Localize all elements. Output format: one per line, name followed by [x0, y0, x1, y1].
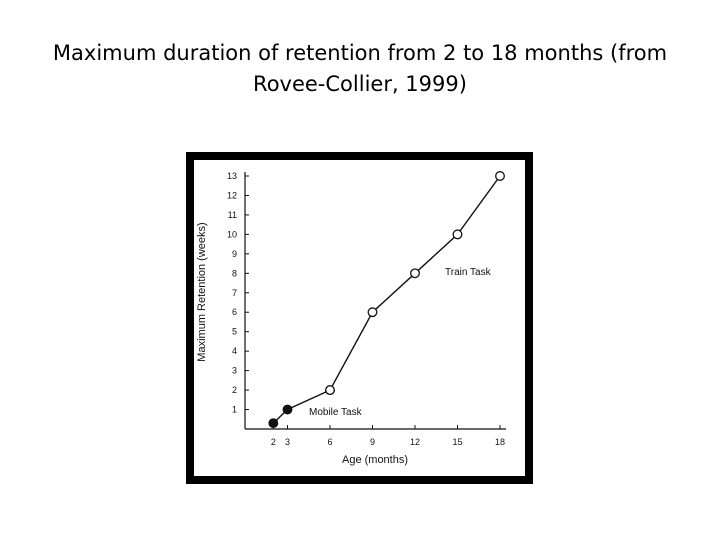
y-tick-label-10: 10 [227, 229, 237, 239]
y-tick-label-12: 12 [227, 190, 237, 200]
train-task-point-12 [410, 268, 420, 279]
x-tick-label-15: 15 [452, 437, 462, 447]
y-tick-label-1: 1 [232, 405, 237, 415]
x-tick-label-12: 12 [410, 437, 420, 447]
mobile-task-label: Mobile Task [309, 407, 363, 418]
y-tick-label-2: 2 [232, 385, 237, 395]
x-tick-label-6: 6 [327, 437, 332, 447]
y-tick-label-9: 9 [232, 249, 237, 259]
y-tick-label-13: 13 [227, 171, 237, 181]
x-tick-label-9: 9 [370, 437, 375, 447]
y-tick-label-5: 5 [232, 327, 237, 337]
y-tick-label-4: 4 [232, 346, 237, 356]
x-tick-label-18: 18 [495, 437, 505, 447]
plot-background [194, 160, 525, 476]
train-task-point-6 [325, 385, 335, 396]
train-task-point-18 [495, 171, 505, 181]
y-axis-title: Maximum Retention (weeks) [196, 222, 208, 361]
y-tick-label-11: 11 [228, 210, 237, 220]
slide-title: Maximum duration of retention from 2 to … [40, 38, 680, 100]
y-tick-label-6: 6 [232, 307, 237, 317]
x-axis-title: Age (months) [342, 454, 408, 466]
x-tick-label-3: 3 [285, 437, 290, 447]
x-tick-label-2: 2 [271, 437, 276, 447]
mobile-task-point-3 [282, 404, 293, 415]
y-tick-label-3: 3 [232, 366, 237, 376]
y-tick-label-7: 7 [232, 288, 237, 298]
slide-title-line-2: Rovee-Collier, 1999) [253, 72, 467, 96]
train-task-point-9 [367, 307, 378, 318]
figure-frame: 1 2 3 4 5 6 7 8 9 10 11 12 13 2 3 6 9 12 15 18 Age (months)… [186, 152, 533, 484]
train-task-label: Train Task [445, 267, 492, 278]
y-tick-label-8: 8 [232, 268, 237, 278]
train-task-point-15 [452, 229, 463, 240]
slide-title-line-1: Maximum duration of retention from 2 to … [52, 41, 668, 65]
mobile-task-point-2 [268, 418, 279, 429]
